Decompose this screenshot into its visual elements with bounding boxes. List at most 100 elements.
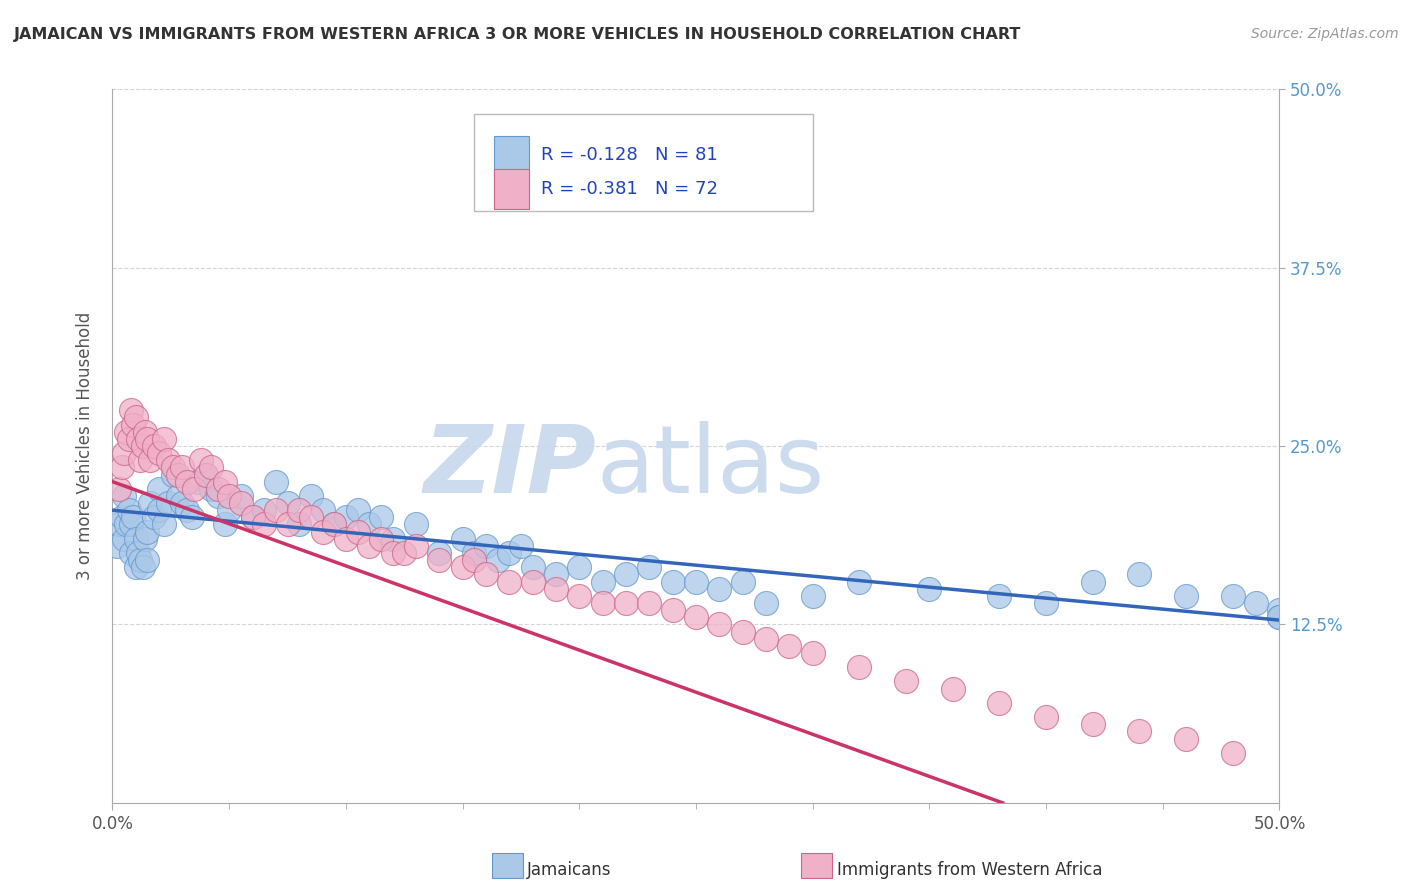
Point [186, 475, 208, 489]
Point [148, 503, 170, 517]
Point [112, 489, 135, 503]
Point [112, 532, 135, 546]
Point [218, 489, 240, 503]
Point [136, 553, 159, 567]
Point [661, 603, 683, 617]
Point [1244, 596, 1267, 610]
Point [801, 589, 824, 603]
Point [427, 546, 450, 560]
Y-axis label: 3 or more Vehicles in Household: 3 or more Vehicles in Household [76, 312, 94, 580]
Point [359, 517, 381, 532]
Point [778, 639, 800, 653]
Point [143, 439, 166, 453]
Point [323, 517, 346, 532]
Point [614, 596, 637, 610]
Point [1035, 710, 1057, 724]
Point [190, 453, 212, 467]
Point [486, 553, 509, 567]
Point [172, 496, 194, 510]
Point [942, 681, 965, 696]
Text: R = -0.128   N = 81: R = -0.128 N = 81 [541, 146, 717, 164]
Point [194, 467, 217, 482]
Point [1081, 574, 1104, 589]
Point [1175, 589, 1198, 603]
Text: ZIP: ZIP [423, 421, 596, 514]
Point [522, 560, 544, 574]
Point [638, 596, 661, 610]
Point [463, 546, 485, 560]
Point [125, 410, 148, 425]
FancyBboxPatch shape [474, 114, 813, 211]
Point [207, 482, 229, 496]
Point [118, 503, 141, 517]
Point [509, 539, 531, 553]
Point [755, 632, 778, 646]
Point [475, 567, 498, 582]
Point [1175, 731, 1198, 746]
Point [568, 560, 591, 574]
Point [162, 460, 184, 475]
Point [183, 482, 205, 496]
Point [229, 489, 252, 503]
Point [346, 524, 368, 539]
Text: JAMAICAN VS IMMIGRANTS FROM WESTERN AFRICA 3 OR MORE VEHICLES IN HOUSEHOLD CORRE: JAMAICAN VS IMMIGRANTS FROM WESTERN AFRI… [14, 27, 1021, 42]
Bar [494, 136, 529, 175]
Point [115, 425, 138, 439]
Point [218, 503, 240, 517]
Point [451, 532, 474, 546]
Point [120, 517, 142, 532]
Point [127, 432, 149, 446]
Point [1268, 610, 1291, 624]
Point [1128, 724, 1150, 739]
Point [122, 417, 145, 432]
Point [335, 532, 357, 546]
Point [157, 453, 180, 467]
Point [108, 482, 131, 496]
Point [685, 610, 707, 624]
Point [172, 460, 194, 475]
Point [105, 539, 128, 553]
Point [1035, 596, 1057, 610]
Point [709, 617, 731, 632]
Text: Jamaicans: Jamaicans [527, 861, 612, 879]
Point [132, 560, 155, 574]
Point [153, 432, 176, 446]
Point [1222, 589, 1244, 603]
Text: atlas: atlas [596, 421, 825, 514]
Point [685, 574, 707, 589]
Point [148, 482, 170, 496]
Bar [494, 169, 529, 209]
Point [988, 589, 1011, 603]
Point [1081, 717, 1104, 731]
Point [894, 674, 917, 689]
Point [194, 467, 217, 482]
Point [276, 496, 298, 510]
Point [200, 460, 222, 475]
Point [755, 596, 778, 610]
Text: R = -0.381   N = 72: R = -0.381 N = 72 [541, 180, 717, 198]
Point [614, 567, 637, 582]
Point [1128, 567, 1150, 582]
Point [139, 496, 162, 510]
Point [323, 517, 346, 532]
Point [264, 503, 287, 517]
Point [544, 567, 567, 582]
Point [125, 560, 148, 574]
Point [118, 432, 141, 446]
Point [522, 574, 544, 589]
Point [731, 624, 754, 639]
Point [299, 510, 322, 524]
Point [544, 582, 567, 596]
Point [253, 517, 276, 532]
Point [370, 532, 392, 546]
Point [143, 510, 166, 524]
Point [242, 510, 264, 524]
Point [988, 696, 1011, 710]
Point [153, 517, 176, 532]
Point [139, 453, 162, 467]
Point [568, 589, 591, 603]
Point [381, 546, 404, 560]
Point [180, 510, 202, 524]
Point [157, 496, 180, 510]
Point [120, 403, 142, 417]
